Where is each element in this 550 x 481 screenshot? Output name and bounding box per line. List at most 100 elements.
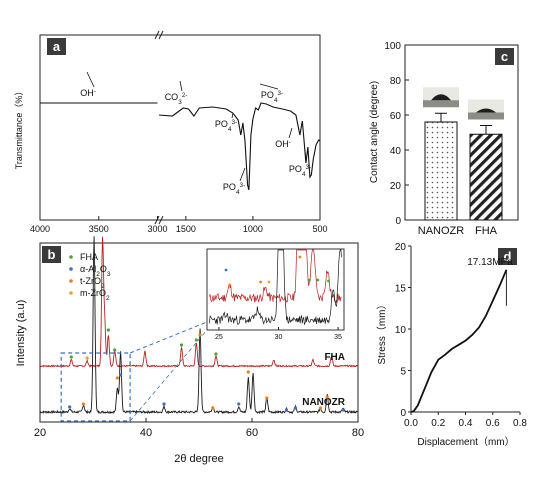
ftir-spectrum-1 — [158, 102, 321, 191]
y-tick-label: 0 — [395, 216, 401, 227]
inset-frame — [206, 248, 345, 331]
x-tick-label: 60 — [246, 427, 258, 439]
ftir-annotation: CO32- — [165, 92, 188, 106]
xrd-peak-marker — [68, 405, 72, 409]
x-tick-label: 0.8 — [513, 418, 527, 429]
y-axis-label: Transmittance（%） — [14, 87, 24, 170]
xrd-peak-marker — [194, 338, 198, 342]
ftir-annotation-arrow — [304, 149, 307, 164]
ftir-annotation-arrow — [288, 127, 293, 139]
xrd-peak-marker — [214, 352, 218, 356]
x-category-label: NANOZR — [418, 225, 465, 237]
inset-peak-marker — [327, 279, 330, 283]
inset-x-tick-label: 30 — [275, 334, 283, 341]
droplet-image-substrate — [423, 100, 459, 108]
xrd-peak-marker — [237, 402, 241, 406]
inset-peak-marker — [267, 280, 271, 284]
x-tick-label: 500 — [312, 224, 327, 234]
x-tick-label: 3500 — [89, 224, 109, 234]
x-axis-label: 2θ degree — [174, 453, 224, 465]
inset-peak-marker — [316, 278, 320, 282]
bar-nanozr — [424, 121, 458, 221]
y-tick-label: 20 — [390, 181, 402, 192]
panel-label-d-badge — [498, 248, 517, 265]
axis-break-mark — [158, 30, 164, 40]
xrd-peak-marker — [162, 402, 166, 406]
y-tick-label: 10 — [395, 325, 407, 336]
inset-peak-marker — [308, 278, 311, 282]
inset-peak-marker — [298, 255, 302, 259]
inset-x-tick-label: 25 — [215, 334, 223, 341]
panel-b-frame — [39, 242, 359, 423]
xrd-peak-marker — [341, 408, 345, 412]
legend-marker — [69, 291, 73, 295]
y-tick-label: 5 — [400, 367, 406, 378]
legend-entry: m-ZrO2 — [80, 288, 110, 302]
x-axis-label: Displacement（mm） — [417, 436, 514, 448]
ftir-annotation: OH- — [80, 88, 96, 99]
ftir-annotation: PO43- — [289, 164, 311, 178]
panel-c-frame — [404, 44, 519, 221]
axis-break-mark — [158, 215, 164, 225]
panel-label-d: d — [504, 249, 512, 264]
legend-marker — [69, 267, 73, 271]
zoom-region-box — [60, 352, 131, 422]
xrd-peak-marker — [198, 333, 202, 337]
zoom-connector — [129, 329, 208, 422]
panel-a-ftir: a 4000 3500 3000 1500 1000 500 Transmittance（%）… — [14, 30, 328, 234]
series-label-nanozr: NANOZR — [302, 397, 346, 408]
ftir-annotation: PO43- — [223, 182, 245, 196]
x-tick-label: 0.0 — [404, 418, 418, 429]
x-tick-label: 0.6 — [486, 418, 500, 429]
series-label-fha: FHA — [324, 352, 345, 363]
droplet-image-drop — [431, 94, 451, 101]
legend-entry: t-ZrO2 — [80, 276, 105, 290]
inset-peak-marker — [228, 283, 232, 287]
inset-peak-marker — [259, 280, 263, 284]
droplet-image-substrate — [468, 112, 504, 120]
bar-fha — [469, 133, 503, 221]
y-tick-label: 20 — [395, 242, 407, 253]
x-tick-label: 4000 — [30, 224, 50, 234]
y-tick-label: 15 — [395, 284, 407, 295]
panel-d-stress: d 0.0 0.2 0.4 0.6 0.8 0 5 10 15 20 Displacement（mm）… — [376, 242, 527, 448]
y-axis-label: Stress（mm） — [376, 300, 388, 365]
legend-entry: α-Al2O3 — [80, 264, 111, 278]
xrd-peak-marker — [325, 395, 329, 399]
y-axis-label: Intensity (a.u) — [15, 300, 27, 367]
xrd-series-nanozr — [39, 236, 359, 415]
xrd-peak-marker — [293, 406, 298, 410]
inset-peak-marker — [224, 268, 228, 272]
droplet-image-drop — [476, 108, 496, 113]
xrd-peak-marker — [265, 396, 269, 400]
panel-a-frame — [39, 34, 321, 221]
xrd-peak-marker — [118, 373, 123, 377]
panel-label-b: b — [48, 247, 56, 262]
legend-marker — [69, 255, 73, 259]
ftir-annotation-arrow — [231, 112, 234, 119]
y-tick-label: 0 — [400, 408, 406, 419]
panel-label-b-badge — [42, 246, 61, 263]
ftir-annotation: OH- — [275, 139, 291, 150]
panel-label-c-badge — [495, 48, 514, 65]
x-tick-label: 0.4 — [459, 418, 473, 429]
xrd-peak-marker — [106, 328, 110, 332]
ftir-annotation-arrow — [259, 83, 279, 90]
x-tick-label: 1000 — [243, 224, 263, 234]
xrd-peak-marker — [69, 355, 73, 359]
x-category-label: FHA — [475, 225, 498, 237]
inset-series-nanozr — [209, 249, 342, 326]
y-tick-label: 100 — [384, 41, 401, 52]
x-tick-label: 3000 — [147, 224, 167, 234]
ftir-annotation: PO43- — [261, 90, 283, 104]
panel-c-contact-angle: c 0 20 40 60 80 100 Contact angle (degree) NANOZ… — [369, 41, 519, 237]
x-tick-label: 20 — [34, 427, 46, 439]
y-axis-label: Contact angle (degree) — [369, 81, 380, 183]
y-tick-label: 80 — [390, 76, 402, 87]
xrd-peak-marker — [211, 406, 215, 410]
x-tick-label: 1500 — [176, 224, 196, 234]
xrd-peak-marker — [115, 376, 119, 380]
xrd-peak-marker — [246, 370, 250, 374]
legend-marker — [69, 279, 73, 283]
